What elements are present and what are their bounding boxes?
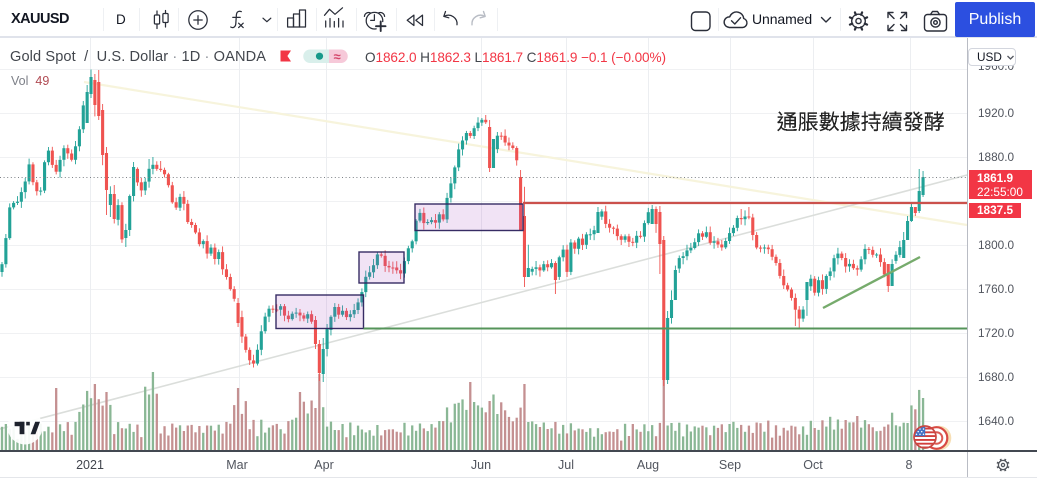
svg-text:≈: ≈ xyxy=(334,49,341,64)
